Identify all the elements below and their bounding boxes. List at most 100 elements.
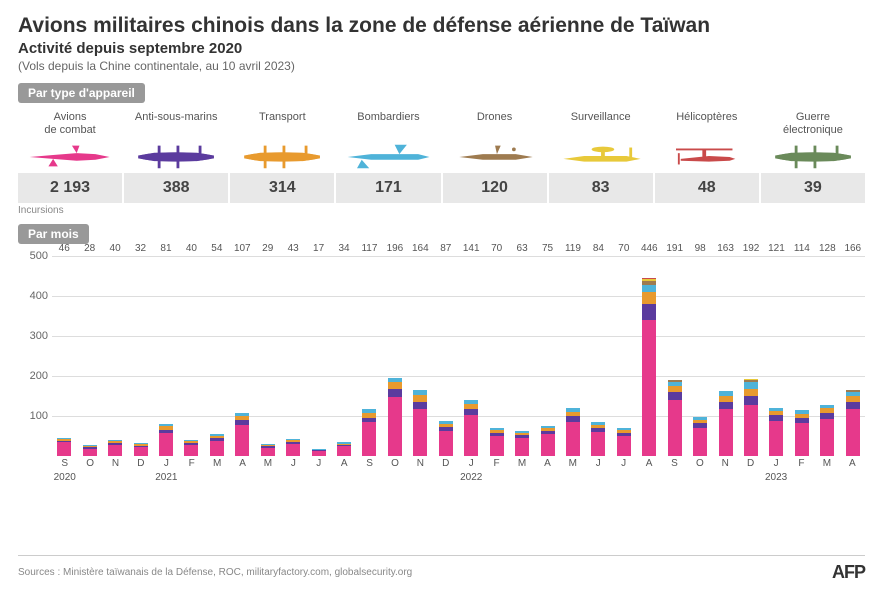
page-subtitle: Activité depuis septembre 2020 xyxy=(18,40,865,57)
x-year xyxy=(331,472,356,483)
incursions-label: Incursions xyxy=(18,205,865,216)
bar-segment xyxy=(566,422,580,456)
bar-segment xyxy=(57,442,71,456)
bar-col: 70 xyxy=(484,256,508,456)
x-year: 2020 xyxy=(52,472,77,483)
bar-segment xyxy=(693,428,707,456)
bar-value: 34 xyxy=(338,243,349,254)
x-year xyxy=(662,472,687,483)
section-by-type: Par type d'appareil xyxy=(18,83,145,103)
x-year: 2022 xyxy=(459,472,484,483)
x-month: F xyxy=(789,458,814,469)
category-value: 388 xyxy=(124,173,228,203)
x-month: A xyxy=(331,458,356,469)
x-year xyxy=(509,472,534,483)
x-month: J xyxy=(459,458,484,469)
bar-stack xyxy=(591,422,605,456)
bar-col: 70 xyxy=(612,256,636,456)
bar-value: 166 xyxy=(844,243,861,254)
category-2: Transport314 xyxy=(230,111,334,203)
bar-segment xyxy=(261,448,275,456)
bar-value: 87 xyxy=(440,243,451,254)
x-month: A xyxy=(535,458,560,469)
x-month: J xyxy=(586,458,611,469)
bar-stack xyxy=(719,391,733,456)
x-month: O xyxy=(687,458,712,469)
x-month: M xyxy=(814,458,839,469)
category-label: Guerreélectronique xyxy=(761,111,865,139)
y-axis: 100200300400500 xyxy=(18,256,52,456)
x-year xyxy=(535,472,560,483)
x-year xyxy=(814,472,839,483)
bar-stack xyxy=(617,428,631,456)
bar-segment xyxy=(541,434,555,456)
x-month: M xyxy=(509,458,534,469)
page-title: Avions militaires chinois dans la zone d… xyxy=(18,14,865,38)
bar-col: 191 xyxy=(663,256,687,456)
x-year xyxy=(77,472,102,483)
category-5: Surveillance83 xyxy=(549,111,653,203)
x-year xyxy=(586,472,611,483)
bar-col: 98 xyxy=(688,256,712,456)
category-value: 83 xyxy=(549,173,653,203)
bar-value: 81 xyxy=(160,243,171,254)
monthly-chart: 100200300400500 462840328140541072943173… xyxy=(18,256,865,486)
bar-stack xyxy=(846,390,860,456)
bar-value: 43 xyxy=(288,243,299,254)
bar-segment xyxy=(846,409,860,456)
bar-col: 446 xyxy=(637,256,661,456)
bar-stack xyxy=(210,434,224,456)
bar-stack xyxy=(668,380,682,456)
plot-area: 4628403281405410729431734117196164871417… xyxy=(52,256,865,456)
bar-value: 17 xyxy=(313,243,324,254)
x-year xyxy=(738,472,763,483)
category-value: 2 193 xyxy=(18,173,122,203)
category-value: 39 xyxy=(761,173,865,203)
bar-stack xyxy=(286,439,300,456)
x-year xyxy=(103,472,128,483)
aircraft-icon xyxy=(549,139,653,173)
bar-value: 98 xyxy=(695,243,706,254)
bar-segment xyxy=(744,389,758,396)
x-month: A xyxy=(636,458,661,469)
bar-value: 63 xyxy=(517,243,528,254)
x-year xyxy=(382,472,407,483)
bar-segment xyxy=(591,432,605,456)
bar-value: 141 xyxy=(463,243,480,254)
x-month: J xyxy=(611,458,636,469)
y-tick: 400 xyxy=(30,290,48,302)
category-label: Bombardiers xyxy=(336,111,440,139)
bar-col: 40 xyxy=(103,256,127,456)
bar-value: 40 xyxy=(110,243,121,254)
x-month: A xyxy=(840,458,865,469)
bar-col: 128 xyxy=(815,256,839,456)
bar-segment xyxy=(134,447,148,456)
bar-stack xyxy=(744,379,758,456)
bar-segment xyxy=(413,402,427,409)
category-label: Hélicoptères xyxy=(655,111,759,139)
aircraft-icon xyxy=(336,139,440,173)
sources-text: Sources : Ministère taïwanais de la Défe… xyxy=(18,567,412,578)
y-tick: 300 xyxy=(30,330,48,342)
x-month: M xyxy=(204,458,229,469)
category-label: Drones xyxy=(443,111,547,139)
bar-stack xyxy=(337,442,351,456)
x-month: S xyxy=(662,458,687,469)
bar-segment xyxy=(668,392,682,400)
x-year xyxy=(408,472,433,483)
bar-segment xyxy=(464,415,478,456)
bar-segment xyxy=(846,402,860,409)
bar-segment xyxy=(719,409,733,456)
bar-col: 166 xyxy=(841,256,865,456)
x-month: J xyxy=(306,458,331,469)
aircraft-icon xyxy=(443,139,547,173)
x-month: J xyxy=(763,458,788,469)
bar-value: 117 xyxy=(361,243,377,254)
x-month: S xyxy=(52,458,77,469)
bar-stack xyxy=(795,410,809,456)
category-value: 171 xyxy=(336,173,440,203)
bar-col: 107 xyxy=(230,256,254,456)
bar-segment xyxy=(184,445,198,456)
bar-segment xyxy=(286,444,300,456)
x-month: N xyxy=(103,458,128,469)
